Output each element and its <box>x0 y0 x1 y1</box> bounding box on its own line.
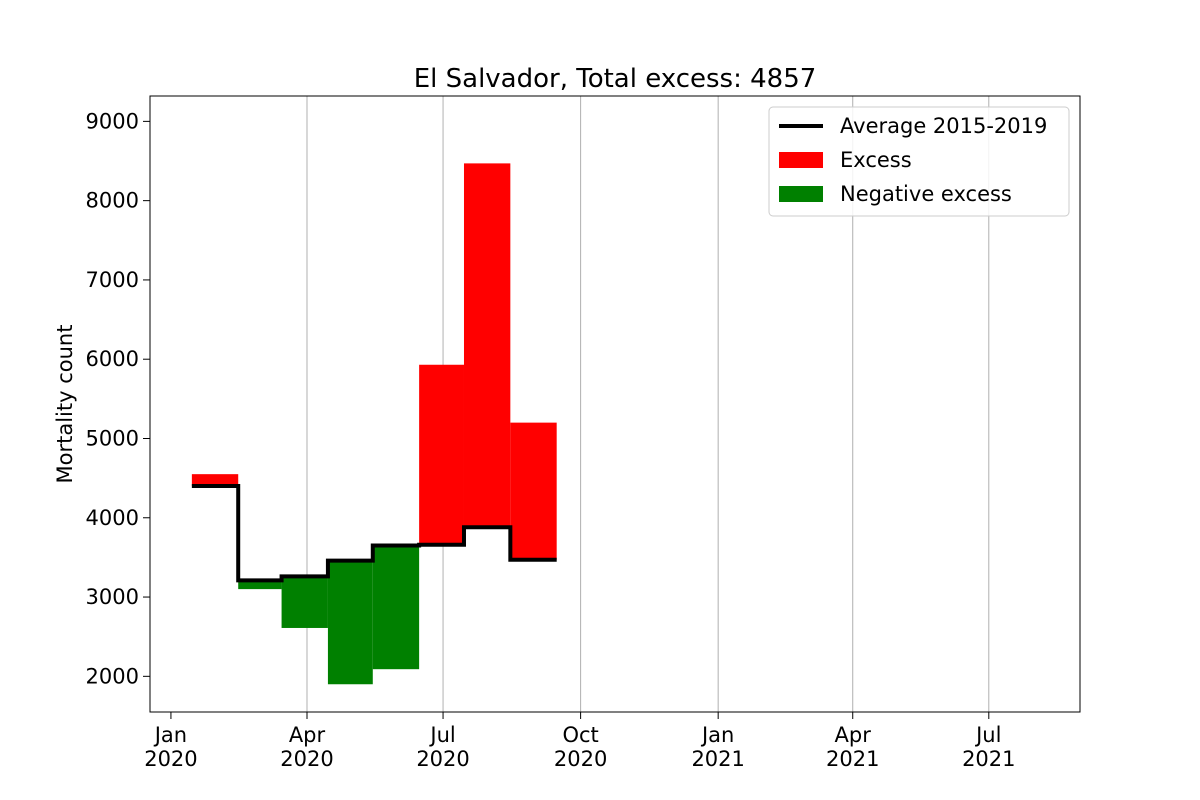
legend-patch-swatch <box>779 152 823 168</box>
x-tick-label: Jan <box>153 723 187 747</box>
x-tick-label: 2020 <box>144 747 197 771</box>
chart-title: El Salvador, Total excess: 4857 <box>414 64 817 94</box>
y-tick-label: 9000 <box>86 109 139 133</box>
y-tick-label: 7000 <box>86 268 139 292</box>
y-tick-label: 2000 <box>86 664 139 688</box>
y-axis-label: Mortality count <box>53 325 77 484</box>
x-tick-label: 2020 <box>554 747 607 771</box>
average-line-layer <box>191 484 557 583</box>
legend: Average 2015-2019 Excess Negative excess <box>768 106 1070 217</box>
average-line <box>191 484 557 583</box>
y-tick-label: 3000 <box>86 585 139 609</box>
excess-bar <box>510 422 557 560</box>
excess-bars <box>191 163 557 685</box>
legend-box <box>768 106 1070 217</box>
y-tick-label: 6000 <box>86 347 139 371</box>
excess-bar <box>419 364 464 545</box>
x-tick-label: Apr <box>289 723 326 747</box>
x-tick-label: 2021 <box>962 747 1015 771</box>
legend-label: Negative excess <box>840 182 1012 206</box>
plot-frame <box>149 95 1081 713</box>
excess-bar <box>191 474 239 487</box>
x-axis-ticks: Jan2020Apr2020Jul2020Oct2020Jan2021Apr20… <box>144 712 1016 771</box>
x-tick-label: Oct <box>562 723 598 747</box>
x-tick-label: Jan <box>700 723 734 747</box>
y-tick-label: 8000 <box>86 189 139 213</box>
x-tick-label: 2021 <box>691 747 744 771</box>
y-axis-ticks: 2000 3000 4000 5000 6000 7000 8000 9000 <box>86 109 150 688</box>
x-tick-label: 2021 <box>826 747 879 771</box>
excess-bar <box>463 163 511 528</box>
x-tick-label: Apr <box>835 723 872 747</box>
y-tick-label: 4000 <box>86 506 139 530</box>
legend-patch-swatch <box>779 186 823 202</box>
y-tick-label: 5000 <box>86 426 139 450</box>
legend-label: Excess <box>840 148 912 172</box>
negative-excess-bar <box>238 580 282 590</box>
x-tick-label: 2020 <box>416 747 469 771</box>
negative-excess-bar <box>281 576 328 628</box>
legend-label: Average 2015-2019 <box>840 114 1047 138</box>
negative-excess-bar <box>327 560 373 685</box>
negative-excess-bar <box>372 545 420 670</box>
x-tick-label: 2020 <box>280 747 333 771</box>
x-tick-label: Jul <box>428 723 455 747</box>
x-tick-label: Jul <box>974 723 1001 747</box>
